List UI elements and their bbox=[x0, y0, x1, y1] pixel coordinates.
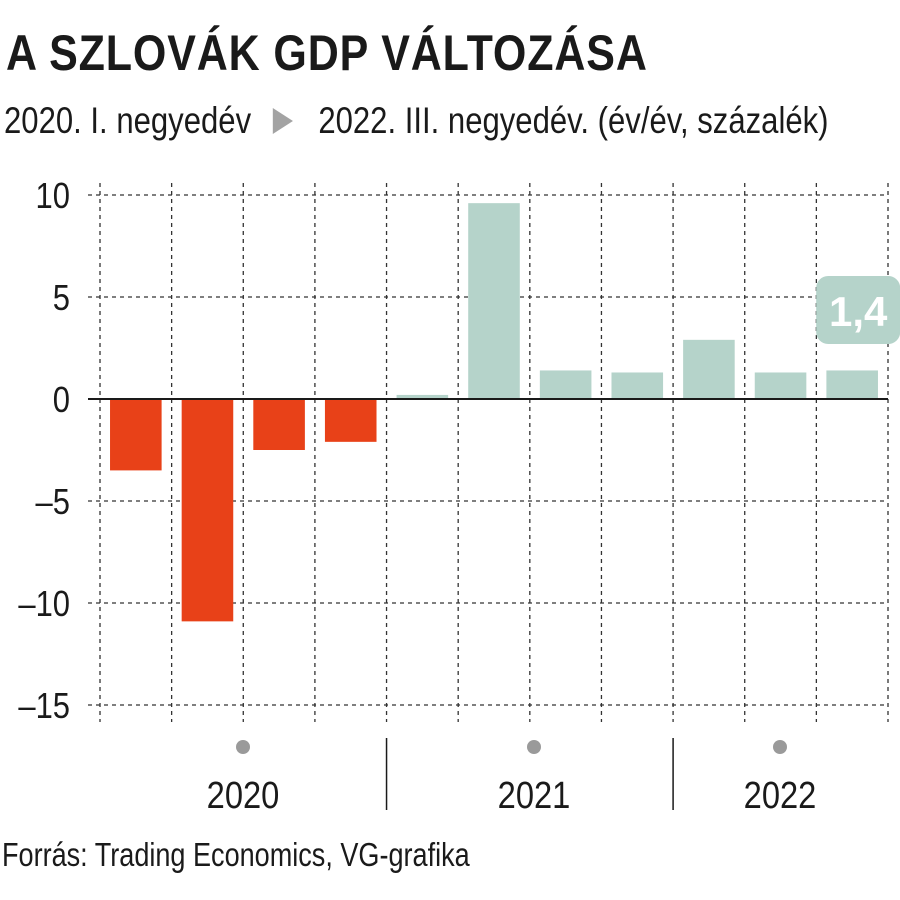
bar bbox=[396, 394, 449, 399]
year-label: 2021 bbox=[498, 774, 571, 817]
y-tick-label: 0 bbox=[53, 381, 70, 421]
value-callout-box bbox=[816, 276, 900, 344]
subtitle-end: 2022. III. negyedév. (év/év, százalék) bbox=[318, 100, 829, 141]
bar bbox=[754, 372, 807, 399]
bar bbox=[110, 399, 162, 471]
year-marker-dot bbox=[773, 740, 787, 754]
y-tick-label: 5 bbox=[53, 279, 70, 319]
bar bbox=[539, 370, 592, 399]
chart-subtitle: 2020. I. negyedév 2022. III. negyedév. (… bbox=[4, 102, 829, 139]
year-marker-dot bbox=[527, 740, 541, 754]
source-note: Forrás: Trading Economics, VG-grafika bbox=[2, 836, 470, 873]
bar bbox=[826, 370, 878, 399]
year-label: 2022 bbox=[744, 774, 817, 817]
y-tick-label: –5 bbox=[36, 483, 70, 523]
bar bbox=[181, 399, 234, 622]
y-tick-label: –10 bbox=[18, 585, 70, 625]
value-callout-label: 1,4 bbox=[829, 288, 888, 335]
year-label: 2020 bbox=[207, 774, 280, 817]
y-tick-label: –15 bbox=[18, 687, 70, 727]
bar bbox=[468, 203, 520, 399]
arrow-right-icon bbox=[272, 107, 294, 134]
chart-title: A SZLOVÁK GDP VÁLTOZÁSA bbox=[6, 25, 648, 81]
subtitle-start: 2020. I. negyedév bbox=[4, 100, 252, 141]
bar bbox=[611, 372, 664, 399]
bar bbox=[253, 399, 305, 450]
bar bbox=[324, 399, 377, 442]
year-marker-dot bbox=[236, 740, 250, 754]
y-tick-label: 10 bbox=[36, 177, 70, 217]
bar bbox=[683, 339, 735, 399]
